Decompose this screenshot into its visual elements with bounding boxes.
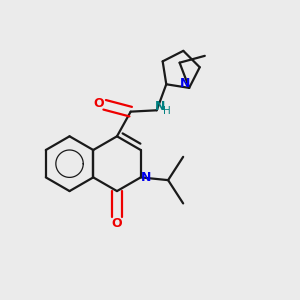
Text: N: N <box>180 77 190 90</box>
Text: H: H <box>163 106 171 116</box>
Text: O: O <box>112 217 122 230</box>
Text: N: N <box>155 100 165 113</box>
Text: N: N <box>141 171 151 184</box>
Text: O: O <box>94 97 104 110</box>
